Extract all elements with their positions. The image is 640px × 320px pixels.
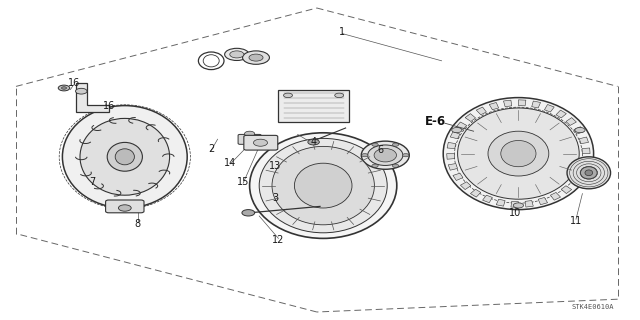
Polygon shape [570,178,580,185]
FancyBboxPatch shape [106,200,144,213]
Polygon shape [496,199,505,206]
Text: 16: 16 [67,78,80,88]
Polygon shape [76,83,109,112]
Circle shape [513,203,524,208]
Text: 7: 7 [90,177,96,188]
Text: 10: 10 [509,208,522,218]
Polygon shape [582,148,590,154]
Ellipse shape [243,51,269,64]
FancyBboxPatch shape [244,135,278,150]
Circle shape [392,164,399,167]
Polygon shape [566,118,577,125]
Ellipse shape [63,106,188,208]
Circle shape [392,143,399,146]
Circle shape [58,85,70,91]
Ellipse shape [272,147,374,225]
Ellipse shape [585,170,593,176]
Ellipse shape [361,141,410,169]
Ellipse shape [374,148,397,162]
Ellipse shape [80,118,170,195]
Text: 4: 4 [310,137,317,148]
Polygon shape [447,142,456,148]
Circle shape [244,131,255,136]
Polygon shape [470,189,481,197]
Polygon shape [550,192,561,200]
Text: 13: 13 [269,161,282,172]
Circle shape [575,127,585,132]
Ellipse shape [567,157,611,189]
Polygon shape [465,114,476,122]
Ellipse shape [458,108,579,199]
Polygon shape [532,101,541,108]
Text: 12: 12 [272,235,285,245]
Ellipse shape [580,167,597,179]
Polygon shape [525,201,533,207]
Text: E-6: E-6 [424,115,446,128]
FancyBboxPatch shape [278,90,349,122]
Ellipse shape [108,142,143,171]
Circle shape [118,205,131,211]
Circle shape [403,154,409,157]
Polygon shape [574,127,584,134]
Circle shape [61,87,67,89]
Text: 6: 6 [378,145,384,156]
Ellipse shape [444,98,594,210]
Circle shape [284,93,292,98]
Ellipse shape [250,133,397,238]
FancyBboxPatch shape [238,134,261,144]
Text: 15: 15 [237,177,250,188]
Polygon shape [577,168,587,175]
Text: 1: 1 [339,27,346,37]
Circle shape [452,127,462,132]
Polygon shape [511,201,518,207]
Polygon shape [581,159,589,165]
Polygon shape [489,102,499,110]
Polygon shape [545,105,554,112]
Ellipse shape [367,145,403,165]
Polygon shape [447,154,455,159]
Polygon shape [579,137,589,144]
Text: 2: 2 [208,144,214,154]
Polygon shape [476,107,486,115]
Text: 11: 11 [570,216,582,226]
Ellipse shape [115,149,134,165]
Text: 16: 16 [102,100,115,111]
Ellipse shape [294,163,352,208]
Circle shape [76,88,87,94]
Circle shape [335,93,344,98]
Polygon shape [460,182,471,189]
Ellipse shape [249,54,263,61]
Text: STK4E0610A: STK4E0610A [572,304,614,310]
Ellipse shape [259,139,387,233]
Polygon shape [518,100,526,106]
Ellipse shape [501,140,536,167]
Polygon shape [556,110,566,118]
Circle shape [242,210,255,216]
Text: 3: 3 [272,193,278,204]
Circle shape [362,154,368,157]
Ellipse shape [230,51,244,58]
Polygon shape [453,173,463,180]
Circle shape [372,143,378,146]
Polygon shape [504,100,512,107]
Polygon shape [450,132,460,139]
Ellipse shape [488,131,549,176]
Polygon shape [448,164,458,170]
Polygon shape [538,197,548,205]
Polygon shape [561,186,572,194]
Polygon shape [483,195,492,203]
Ellipse shape [253,139,268,146]
Polygon shape [456,122,467,130]
Text: 8: 8 [134,219,141,229]
Circle shape [308,139,319,145]
Circle shape [372,164,378,167]
Ellipse shape [225,48,249,60]
Text: 14: 14 [224,158,237,168]
